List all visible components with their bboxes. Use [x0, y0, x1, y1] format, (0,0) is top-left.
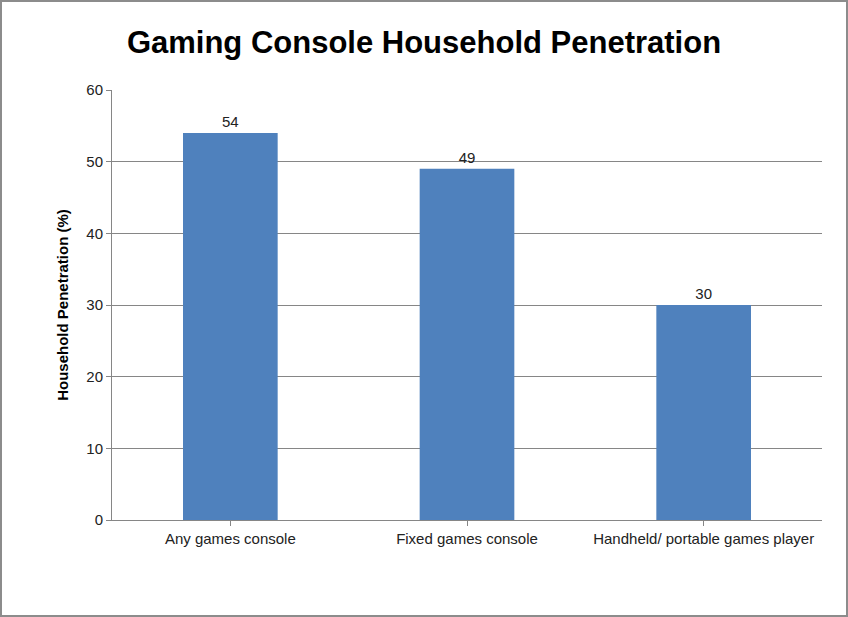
svg-text:Gaming Console Household Penet: Gaming Console Household Penetration — [127, 25, 721, 60]
svg-text:49: 49 — [459, 149, 476, 166]
svg-text:0: 0 — [95, 511, 103, 528]
svg-text:Handheld/ portable games playe: Handheld/ portable games player — [593, 530, 814, 547]
svg-text:10: 10 — [86, 440, 103, 457]
svg-text:30: 30 — [86, 296, 103, 313]
svg-text:Fixed games console: Fixed games console — [396, 530, 538, 547]
svg-text:54: 54 — [222, 113, 239, 130]
svg-text:Household Penetration (%): Household Penetration (%) — [54, 209, 71, 401]
svg-text:30: 30 — [695, 285, 712, 302]
svg-text:40: 40 — [86, 225, 103, 242]
svg-text:60: 60 — [86, 81, 103, 98]
svg-text:20: 20 — [86, 368, 103, 385]
svg-text:Any games console: Any games console — [165, 530, 296, 547]
svg-text:50: 50 — [86, 153, 103, 170]
